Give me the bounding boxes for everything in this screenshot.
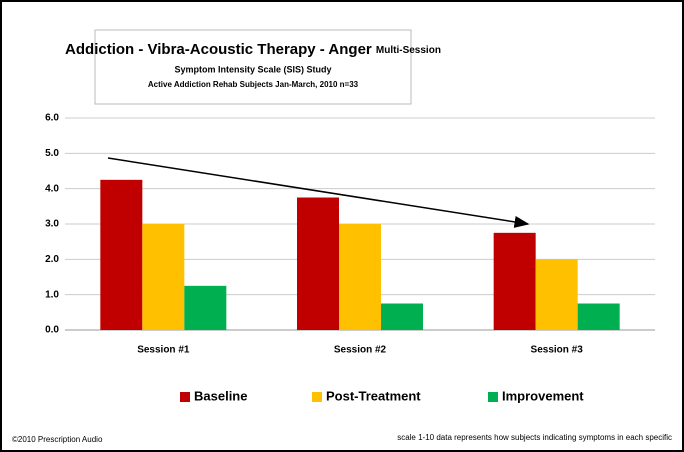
bar: [339, 224, 381, 330]
legend-swatch: [312, 392, 322, 402]
title-main: Addiction - Vibra-Acoustic Therapy - Ang…: [65, 41, 372, 58]
bar: [100, 179, 143, 330]
bar: [184, 285, 227, 330]
y-tick-label: 1.0: [45, 289, 59, 300]
title-suffix: Multi-Session: [376, 45, 441, 56]
title-box: [94, 29, 412, 105]
bar: [493, 232, 536, 330]
legend-swatch: [488, 392, 498, 402]
bar: [297, 197, 339, 330]
y-tick-label: 2.0: [45, 254, 59, 265]
y-tick-label: 4.0: [45, 183, 59, 194]
legend-label: Improvement: [502, 388, 584, 403]
y-tick-label: 0.0: [45, 325, 59, 336]
bar: [381, 303, 423, 330]
bar: [535, 259, 578, 330]
legend-label: Baseline: [194, 388, 247, 403]
subtitle: Active Addiction Rehab Subjects Jan-Marc…: [148, 80, 359, 89]
subtitle: Symptom Intensity Scale (SIS) Study: [174, 64, 331, 74]
legend-label: Post-Treatment: [326, 388, 421, 403]
footer: scale 1-10 data represents how subjects …: [397, 433, 672, 442]
chart-title: Addiction - Vibra-Acoustic Therapy - Ang…: [65, 41, 441, 58]
bar: [577, 303, 620, 330]
trend-arrow: [107, 157, 530, 228]
y-tick-label: 5.0: [45, 148, 59, 159]
legend-swatch: [180, 392, 190, 402]
y-tick-label: 6.0: [45, 113, 59, 124]
x-tick-label: Session #2: [334, 345, 387, 356]
x-tick-label: Session #3: [531, 345, 584, 356]
bar: [142, 224, 185, 330]
footer: ©2010 Prescription Audio: [12, 435, 103, 444]
y-tick-label: 3.0: [45, 219, 59, 230]
x-tick-label: Session #1: [137, 345, 190, 356]
